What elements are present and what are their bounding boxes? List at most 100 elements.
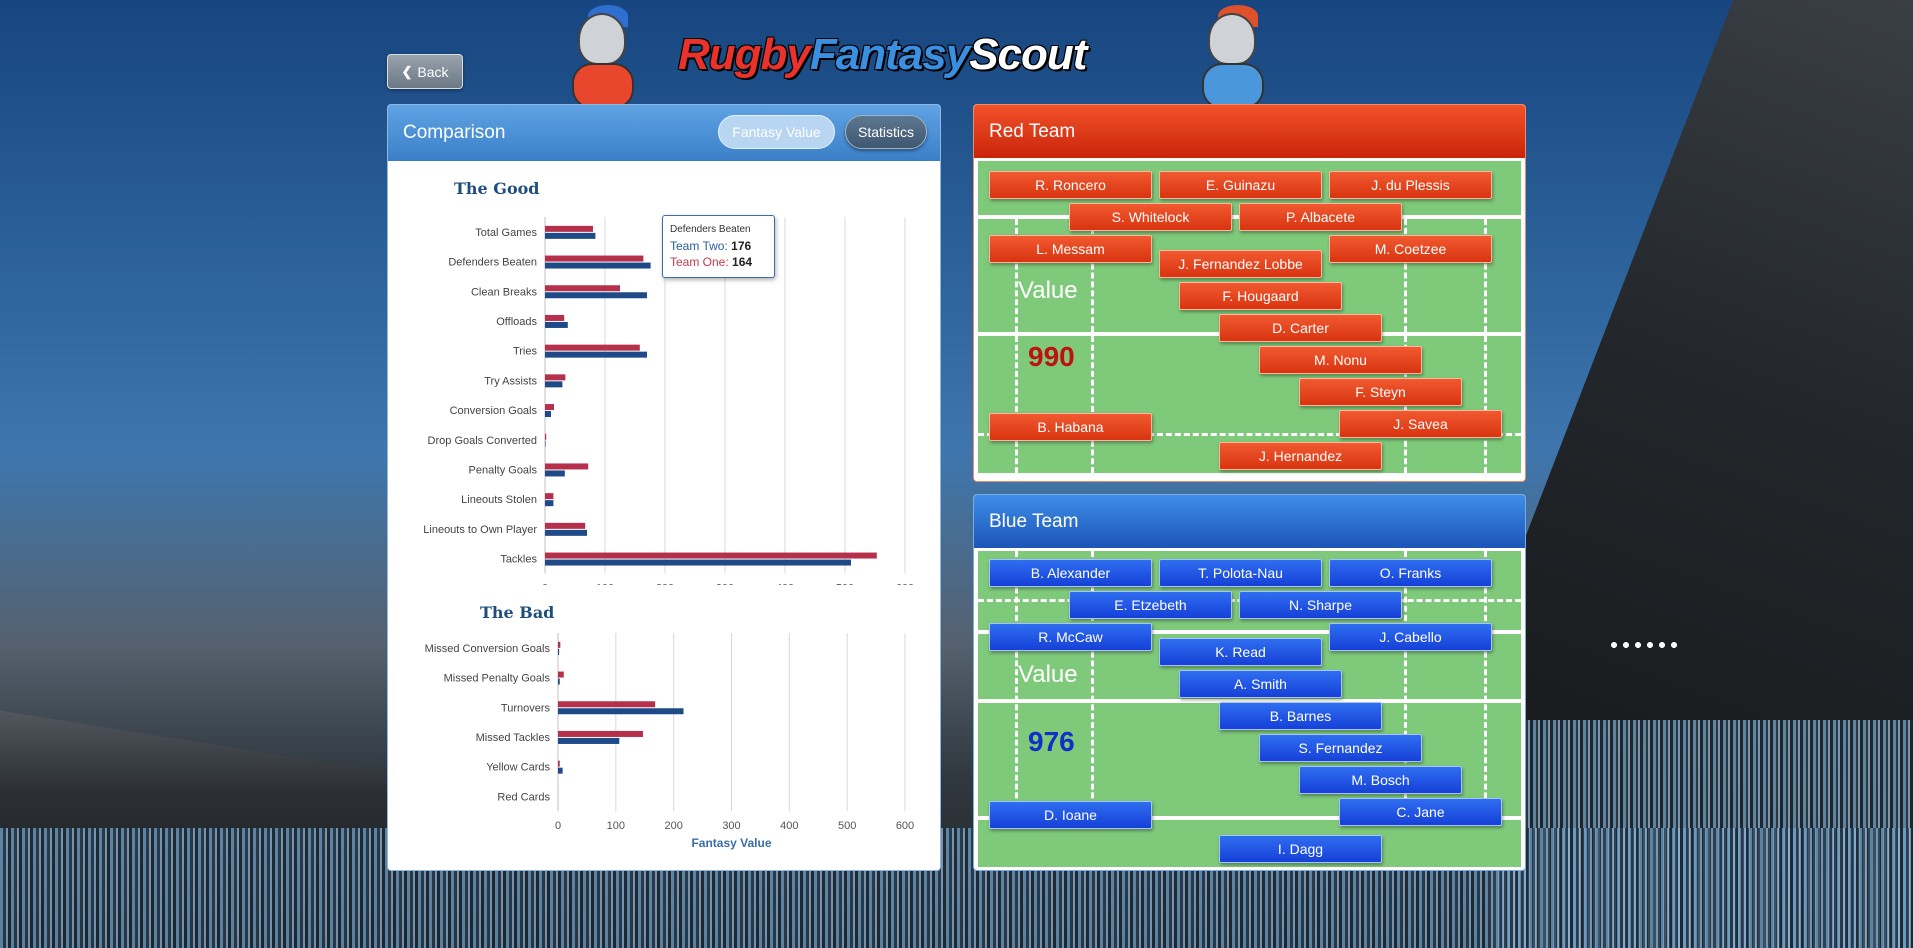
- blue-player-13[interactable]: D. Ioane: [989, 801, 1152, 829]
- x-axis-label: Fantasy Value: [691, 836, 771, 850]
- bar-team-one[interactable]: [545, 374, 566, 381]
- red-player-3[interactable]: J. du Plessis: [1329, 171, 1492, 199]
- bar-team-two[interactable]: [545, 440, 546, 447]
- blue-player-6[interactable]: R. McCaw: [989, 623, 1152, 651]
- x-tick-label: 100: [607, 820, 625, 832]
- red-player-4[interactable]: S. Whitelock: [1069, 203, 1232, 231]
- bar-team-one[interactable]: [545, 314, 565, 321]
- category-label: Conversion Goals: [450, 405, 538, 417]
- category-label: Drop Goals Converted: [428, 435, 537, 447]
- bar-team-two[interactable]: [545, 381, 563, 388]
- red-player-15[interactable]: J. Hernandez: [1219, 442, 1382, 470]
- category-label: Yellow Cards: [486, 762, 550, 774]
- x-tick-label: 400: [780, 820, 798, 832]
- bar-team-one[interactable]: [545, 285, 620, 292]
- blue-player-11[interactable]: S. Fernandez: [1259, 734, 1422, 762]
- blue-player-3[interactable]: O. Franks: [1329, 559, 1492, 587]
- bar-team-two[interactable]: [558, 648, 560, 655]
- bar-team-two[interactable]: [558, 678, 560, 685]
- blue-player-5[interactable]: N. Sharpe: [1239, 591, 1402, 619]
- category-label: Offloads: [496, 316, 537, 328]
- blue-player-9[interactable]: A. Smith: [1179, 670, 1342, 698]
- blue-player-4[interactable]: E. Etzebeth: [1069, 591, 1232, 619]
- bar-team-two[interactable]: [545, 470, 565, 477]
- x-tick-label: 200: [664, 820, 682, 832]
- bar-team-one[interactable]: [545, 404, 554, 411]
- statistics-toggle[interactable]: Statistics: [845, 115, 927, 149]
- back-button-label: Back: [417, 63, 449, 80]
- x-tick-label: 300: [716, 582, 734, 585]
- bar-team-one[interactable]: [545, 522, 586, 529]
- red-player-13[interactable]: B. Habana: [989, 413, 1152, 441]
- bad-chart-title: The Bad: [480, 603, 555, 622]
- blue-team-title: Blue Team: [989, 510, 1079, 532]
- category-label: Try Assists: [484, 375, 537, 387]
- category-label: Defenders Beaten: [448, 257, 537, 269]
- bar-team-two[interactable]: [545, 411, 551, 418]
- red-player-7[interactable]: J. Fernandez Lobbe: [1159, 250, 1322, 278]
- blue-player-2[interactable]: T. Polota-Nau: [1159, 559, 1322, 587]
- x-tick-label: 500: [836, 582, 854, 585]
- x-tick-label: 400: [776, 582, 794, 585]
- blue-player-14[interactable]: C. Jane: [1339, 798, 1502, 826]
- bar-team-one[interactable]: [545, 493, 554, 500]
- red-player-14[interactable]: J. Savea: [1339, 410, 1502, 438]
- red-player-6[interactable]: L. Messam: [989, 235, 1152, 263]
- blue-team-panel: Blue Team Value 976 B. Alexander T. Polo…: [973, 494, 1526, 871]
- comparison-header: Comparison Fantasy Value Statistics: [388, 105, 940, 161]
- bar-team-one[interactable]: [545, 433, 547, 440]
- fantasy-value-toggle[interactable]: Fantasy Value: [718, 115, 835, 149]
- red-player-5[interactable]: P. Albacete: [1239, 203, 1402, 231]
- bar-team-two[interactable]: [545, 232, 596, 239]
- x-tick-label: 600: [896, 820, 914, 832]
- red-player-9[interactable]: F. Hougaard: [1179, 282, 1342, 310]
- bar-team-one[interactable]: [545, 552, 877, 559]
- red-team-value: 990: [1028, 341, 1075, 372]
- bar-team-one[interactable]: [558, 641, 561, 648]
- bar-team-two[interactable]: [545, 529, 587, 536]
- red-player-10[interactable]: D. Carter: [1219, 314, 1382, 342]
- bar-team-two[interactable]: [545, 292, 647, 299]
- red-team-header: Red Team: [974, 105, 1525, 158]
- bar-team-two[interactable]: [558, 708, 684, 715]
- red-player-2[interactable]: E. Guinazu: [1159, 171, 1322, 199]
- category-label: Turnovers: [501, 702, 551, 714]
- category-label: Penalty Goals: [469, 464, 538, 476]
- bar-team-one[interactable]: [545, 344, 640, 351]
- category-label: Missed Conversion Goals: [425, 643, 551, 655]
- category-label: Red Cards: [497, 791, 550, 803]
- bar-team-two[interactable]: [545, 500, 554, 507]
- good-chart-title: The Good: [454, 179, 540, 198]
- bar-team-one[interactable]: [558, 671, 564, 678]
- bar-team-two[interactable]: [558, 737, 620, 744]
- blue-player-15[interactable]: I. Dagg: [1219, 835, 1382, 863]
- category-label: Tackles: [500, 554, 537, 566]
- blue-player-1[interactable]: B. Alexander: [989, 559, 1152, 587]
- bar-team-two[interactable]: [545, 351, 647, 358]
- red-player-11[interactable]: M. Nonu: [1259, 346, 1422, 374]
- blue-player-7[interactable]: K. Read: [1159, 638, 1322, 666]
- bar-team-one[interactable]: [558, 730, 644, 737]
- bar-team-two[interactable]: [558, 767, 563, 774]
- red-player-8[interactable]: M. Coetzee: [1329, 235, 1492, 263]
- blue-player-8[interactable]: J. Cabello: [1329, 623, 1492, 651]
- red-player-1[interactable]: R. Roncero: [989, 171, 1152, 199]
- blue-player-10[interactable]: B. Barnes: [1219, 702, 1382, 730]
- bar-team-one[interactable]: [545, 225, 593, 232]
- x-tick-label: 600: [896, 582, 914, 585]
- bar-team-one[interactable]: [545, 463, 589, 470]
- bar-team-one[interactable]: [545, 255, 644, 262]
- bar-team-two[interactable]: [545, 262, 651, 269]
- category-label: Clean Breaks: [471, 286, 538, 298]
- blue-team-header: Blue Team: [974, 495, 1525, 548]
- red-player-12[interactable]: F. Steyn: [1299, 378, 1462, 406]
- blue-player-12[interactable]: M. Bosch: [1299, 766, 1462, 794]
- category-label: Missed Penalty Goals: [444, 673, 551, 685]
- back-button[interactable]: ❮ Back: [387, 54, 463, 89]
- bar-team-two[interactable]: [545, 321, 568, 328]
- bar-team-one[interactable]: [558, 701, 656, 708]
- bar-team-two[interactable]: [545, 559, 851, 566]
- bar-team-one[interactable]: [558, 760, 560, 767]
- category-label: Lineouts to Own Player: [423, 524, 537, 536]
- x-tick-label: 200: [656, 582, 674, 585]
